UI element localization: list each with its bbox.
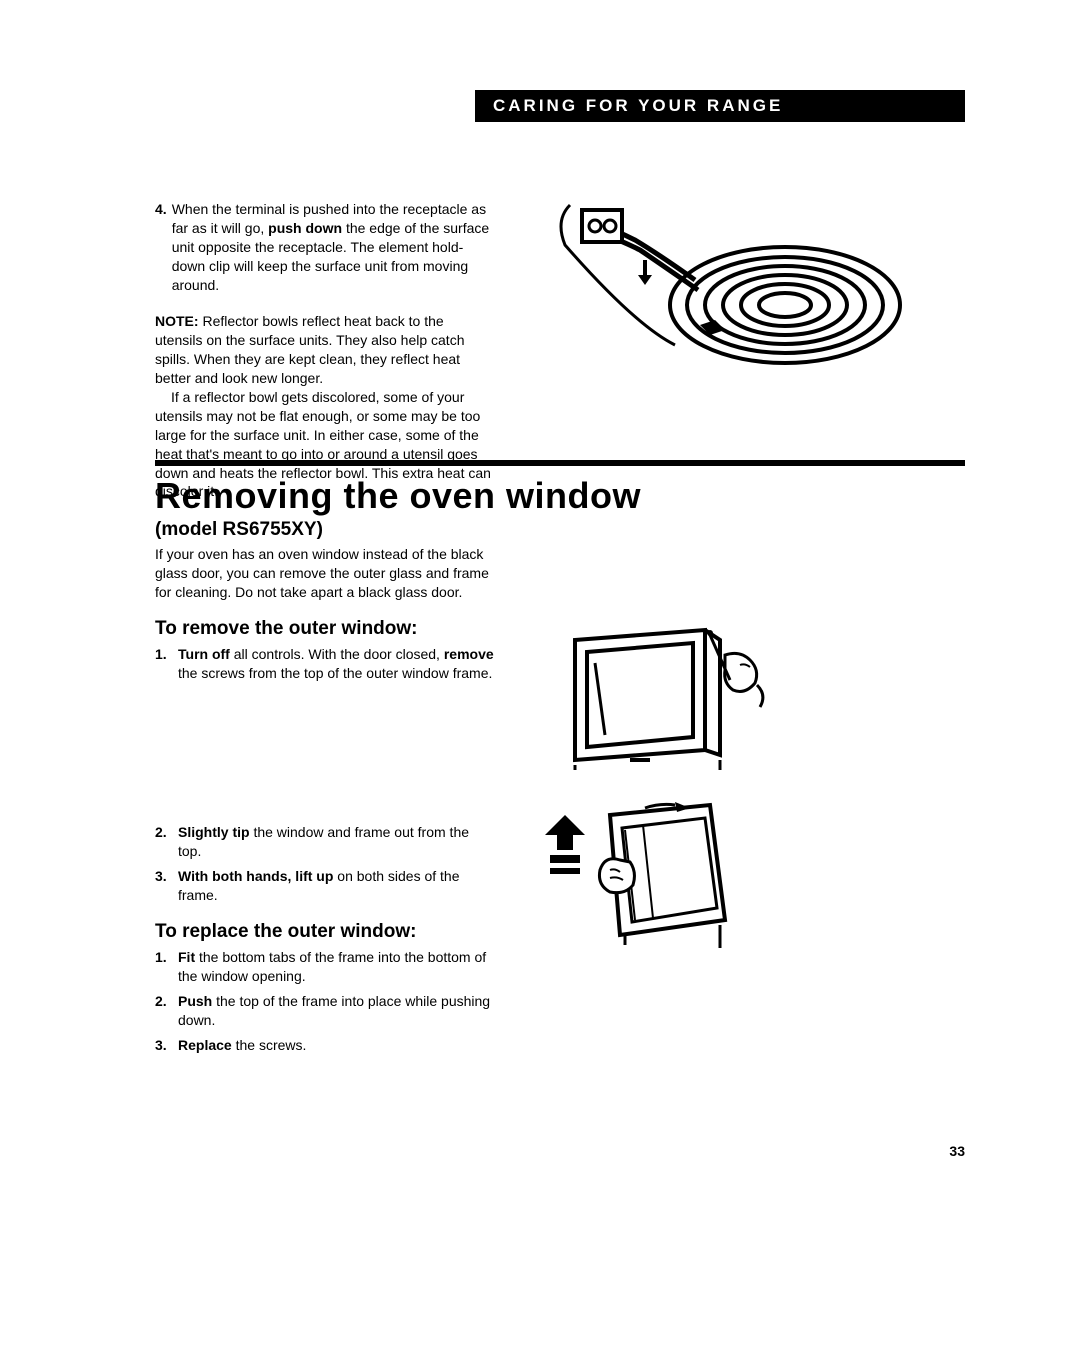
replace-step-1: 1. Fit the bottom tabs of the frame into… [155, 948, 495, 986]
step-bold: Turn off [178, 646, 230, 662]
note-block: NOTE: Reflector bowls reflect heat back … [155, 312, 495, 501]
step-text-1: the bottom tabs of the frame into the bo… [178, 949, 486, 984]
step-number: 3. [155, 867, 173, 905]
remove-step-2: 2. Slightly tip the window and frame out… [155, 823, 495, 861]
step-text: Turn off all controls. With the door clo… [178, 645, 495, 683]
step-text-1: the top of the frame into place while pu… [178, 993, 490, 1028]
intro-paragraph: If your oven has an oven window instead … [155, 545, 495, 602]
step-4-and-note: 4. When the terminal is pushed into the … [155, 200, 495, 501]
main-title: Removing the oven window [155, 475, 925, 517]
replace-steps: 1. Fit the bottom tabs of the frame into… [155, 948, 495, 1054]
note-text: Reflector bowls reflect heat back to the… [155, 313, 464, 386]
step-number: 2. [155, 823, 173, 861]
step-bold-2: remove [444, 646, 494, 662]
top-text-section: 4. When the terminal is pushed into the … [155, 200, 925, 501]
step-number: 3. [155, 1036, 173, 1055]
window-remove-illustration [565, 625, 770, 770]
step-text-1: the screws. [232, 1037, 307, 1053]
remove-heading: To remove the outer window: [155, 618, 925, 640]
section-header-bar: CARING FOR YOUR RANGE [475, 90, 965, 122]
step-number: 2. [155, 992, 173, 1030]
window-tip-illustration [525, 800, 755, 950]
remove-steps: 1. Turn off all controls. With the door … [155, 645, 495, 683]
model-subtitle: (model RS6755XY) [155, 519, 925, 541]
main-section: Removing the oven window (model RS6755XY… [155, 475, 925, 1060]
step-text: Fit the bottom tabs of the frame into th… [178, 948, 495, 986]
step-text: Slightly tip the window and frame out fr… [178, 823, 495, 861]
step-4-number: 4. [155, 200, 167, 294]
replace-step-3: 3. Replace the screws. [155, 1036, 495, 1055]
step-4-bold: push down [268, 220, 342, 236]
step-bold: With both hands, lift up [178, 868, 333, 884]
remove-step-3: 3. With both hands, lift up on both side… [155, 867, 495, 905]
page: CARING FOR YOUR RANGE 4. When the termin… [0, 0, 1080, 1359]
step-bold: Fit [178, 949, 195, 965]
step-text: Replace the screws. [178, 1036, 306, 1055]
remove-step-1: 1. Turn off all controls. With the door … [155, 645, 495, 683]
section-divider [155, 460, 965, 466]
step-4-text: When the terminal is pushed into the rec… [172, 200, 495, 294]
step-4: 4. When the terminal is pushed into the … [155, 200, 495, 294]
step-number: 1. [155, 948, 173, 986]
step-text: With both hands, lift up on both sides o… [178, 867, 495, 905]
note-paragraph-1: NOTE: Reflector bowls reflect heat back … [155, 312, 495, 388]
step-text-2: the screws from the top of the outer win… [178, 665, 492, 681]
step-bold: Push [178, 993, 212, 1009]
step-number: 1. [155, 645, 173, 683]
step-text: Push the top of the frame into place whi… [178, 992, 495, 1030]
note-label: NOTE: [155, 313, 199, 329]
step-text-1: all controls. With the door closed, [230, 646, 444, 662]
page-number: 33 [949, 1143, 965, 1159]
step-bold: Replace [178, 1037, 232, 1053]
replace-step-2: 2. Push the top of the frame into place … [155, 992, 495, 1030]
remove-steps-2-3: 2. Slightly tip the window and frame out… [155, 823, 495, 905]
step-bold: Slightly tip [178, 824, 250, 840]
